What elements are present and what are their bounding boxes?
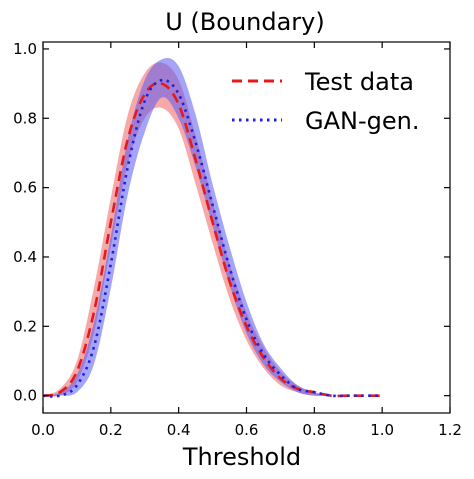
series-line-test-data [42, 81, 383, 398]
legend-label-gan-gen: GAN-gen. [305, 107, 419, 135]
y-tick-label: 0.6 [13, 179, 37, 197]
axis-ticks: 0.0 0.2 0.4 0.6 0.8 1.0 1.2 0.0 0.2 0.4 0.6 0.8 1.0 [13, 40, 462, 439]
x-tick-label: 0.8 [302, 421, 326, 439]
plot-area: 0.0 0.2 0.4 0.6 0.8 1.0 1.2 0.0 0.2 0.4 0.6 0.8 1.0 [13, 40, 462, 439]
y-tick-label: 0.8 [13, 109, 37, 127]
x-tick-label: 0.2 [99, 421, 123, 439]
y-tick-label: 0.2 [13, 317, 37, 335]
plot-frame [42, 41, 451, 414]
x-tick-label: 0.0 [31, 421, 55, 439]
x-tick-label: 1.2 [438, 421, 462, 439]
x-axis-label: Threshold [182, 443, 301, 471]
y-tick-label: 0.4 [13, 248, 37, 266]
legend-label-test-data: Test data [304, 68, 414, 96]
series-line-gan-gen [42, 78, 383, 398]
y-tick-label: 0.0 [13, 387, 37, 405]
x-tick-label: 0.6 [235, 421, 259, 439]
series-lines [42, 78, 383, 398]
chart-title: U (Boundary) [165, 8, 325, 36]
legend: Test data GAN-gen. [232, 68, 419, 135]
x-tick-label: 0.4 [167, 421, 191, 439]
x-tick-label: 1.0 [370, 421, 394, 439]
y-tick-label: 1.0 [13, 40, 37, 58]
